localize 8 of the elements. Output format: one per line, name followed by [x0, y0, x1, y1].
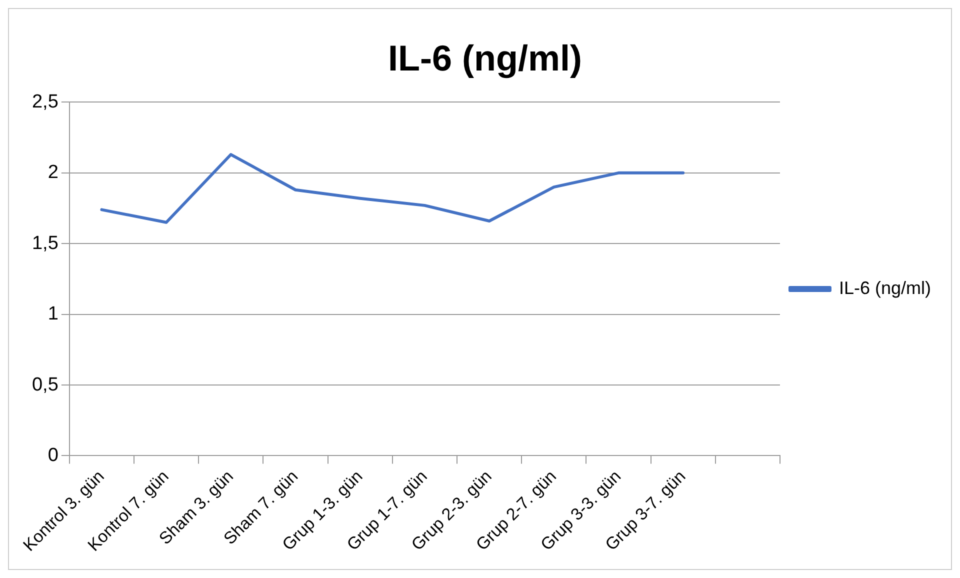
y-tick-label: 1	[48, 304, 58, 325]
legend-label: IL-6 (ng/ml)	[838, 278, 932, 298]
y-tick-label: 0	[48, 444, 58, 466]
chart-title: IL-6 (ng/ml)	[388, 38, 582, 79]
y-tick-label: 2	[48, 162, 58, 184]
y-tick-label: 1,5	[32, 232, 58, 254]
y-tick-label: 2,5	[32, 91, 58, 112]
y-tick-label: 0,5	[32, 374, 58, 396]
